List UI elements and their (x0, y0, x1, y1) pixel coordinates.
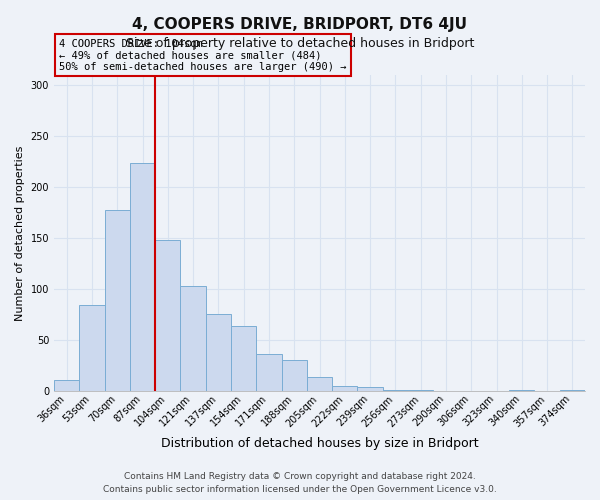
Bar (104, 210, 130, 391)
Bar (383, 390, 408, 391)
Bar (307, 376, 332, 391)
Bar (358, 387, 383, 391)
Text: Contains public sector information licensed under the Open Government Licence v3: Contains public sector information licen… (103, 485, 497, 494)
X-axis label: Distribution of detached houses by size in Bridport: Distribution of detached houses by size … (161, 437, 478, 450)
Bar (256, 354, 281, 391)
Text: Contains HM Land Registry data © Crown copyright and database right 2024.: Contains HM Land Registry data © Crown c… (124, 472, 476, 481)
Text: Size of property relative to detached houses in Bridport: Size of property relative to detached ho… (126, 38, 474, 51)
Bar (181, 286, 206, 391)
Y-axis label: Number of detached properties: Number of detached properties (15, 146, 25, 320)
Bar (155, 240, 181, 391)
Bar (54, 380, 79, 391)
Text: 4 COOPERS DRIVE: 104sqm
← 49% of detached houses are smaller (484)
50% of semi-d: 4 COOPERS DRIVE: 104sqm ← 49% of detache… (59, 38, 347, 72)
Bar (281, 360, 307, 391)
Bar (130, 162, 155, 391)
Bar (509, 390, 535, 391)
Bar (560, 390, 585, 391)
Bar (408, 390, 433, 391)
Bar (332, 386, 358, 391)
Text: 4, COOPERS DRIVE, BRIDPORT, DT6 4JU: 4, COOPERS DRIVE, BRIDPORT, DT6 4JU (133, 18, 467, 32)
Bar (79, 306, 104, 391)
Bar (206, 314, 231, 391)
Bar (231, 326, 256, 391)
